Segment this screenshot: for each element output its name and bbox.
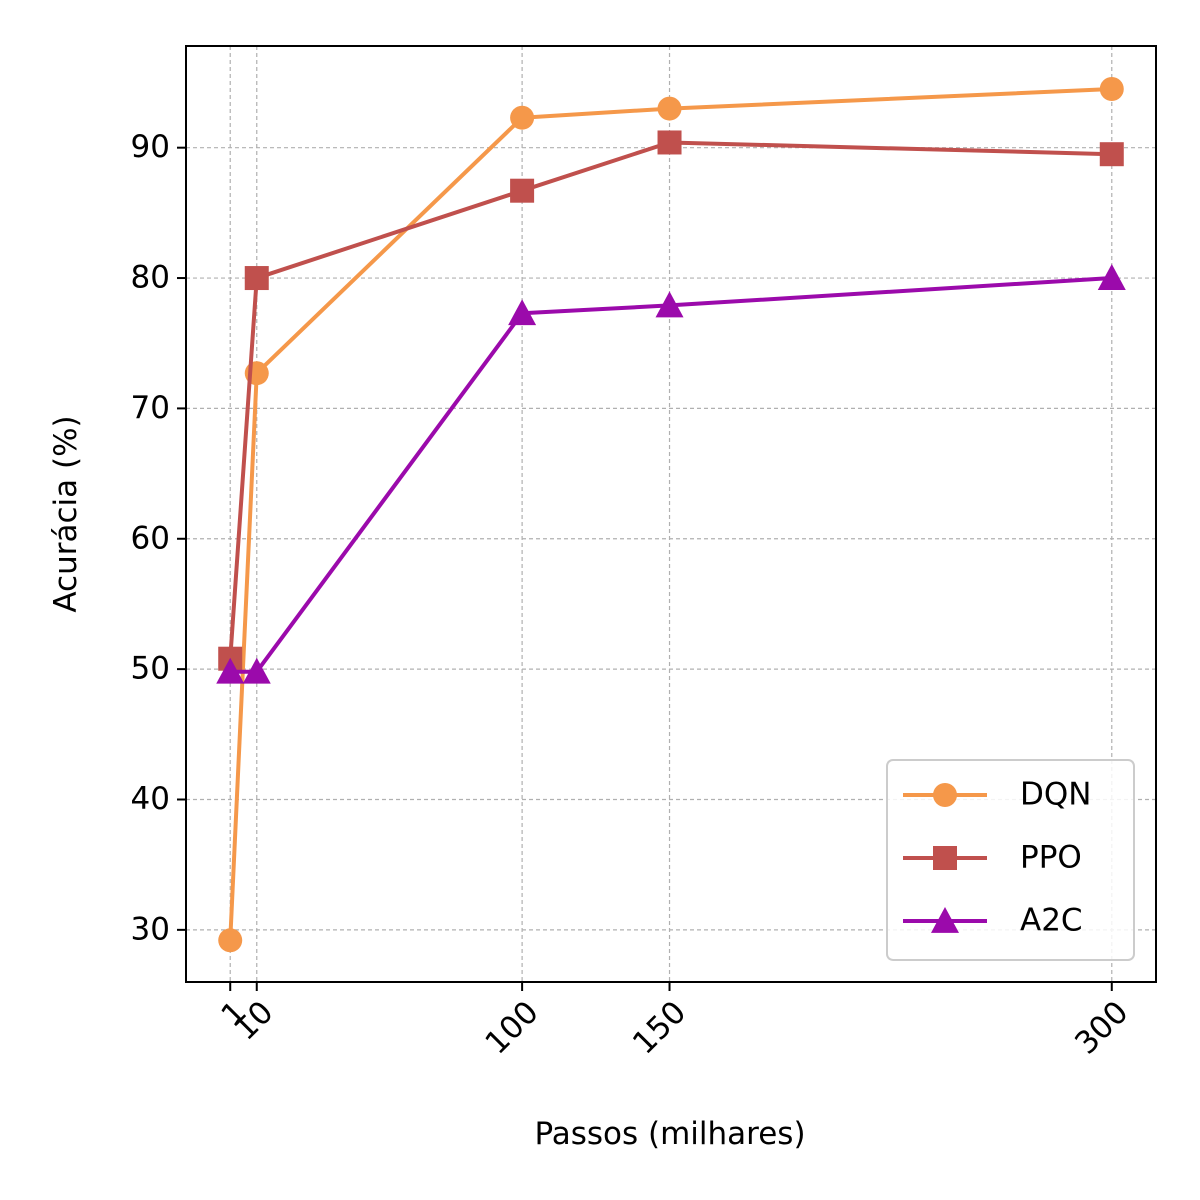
legend-label-ppo: PPO [1020,840,1082,876]
y-axis-label: Acurácia (%) [48,415,84,612]
legend-marker-dqn [933,783,957,807]
data-point-dqn [510,105,535,130]
legend-entry-ppo: PPO [903,840,1082,876]
legend-label-dqn: DQN [1020,777,1091,813]
y-tick-label: 40 [131,781,170,817]
series-ppo [218,130,1124,671]
y-tick-label: 30 [131,911,170,947]
y-tick-label: 90 [131,129,170,165]
legend-marker-ppo [933,846,957,870]
data-point-ppo [1099,142,1124,167]
data-point-ppo [244,266,269,291]
y-tick-label: 60 [131,520,170,556]
data-point-ppo [657,130,682,155]
series-line-ppo [228,140,1112,659]
x-axis-label: Passos (milhares) [534,1116,805,1152]
data-point-a2c [216,657,245,684]
series-layer [216,77,1126,953]
plot-frame [185,45,1157,983]
legend-entry-a2c: A2C [903,903,1083,939]
data-point-dqn [218,928,243,953]
data-point-dqn [1099,77,1124,102]
legend-label-a2c: A2C [1020,903,1083,939]
y-tick-label: 50 [131,651,170,687]
data-point-ppo [510,178,535,203]
series-a2c [216,264,1126,684]
data-point-a2c [1097,264,1126,290]
y-tick-label: 70 [131,390,170,426]
y-tick-label: 80 [131,260,170,296]
x-tick-label: 100 [478,994,545,1061]
x-tick-label: 300 [1068,994,1135,1061]
x-tick-label: 150 [626,994,693,1061]
legend: DQN PPO A2C [886,759,1135,961]
series-line-a2c [230,276,1112,674]
legend-marker-a2c [931,907,959,933]
data-point-a2c [655,291,684,318]
legend-entry-dqn: DQN [903,777,1091,813]
data-point-a2c [508,299,537,326]
legend-box [886,759,1135,961]
data-point-dqn [657,96,682,121]
data-point-a2c [242,657,271,684]
